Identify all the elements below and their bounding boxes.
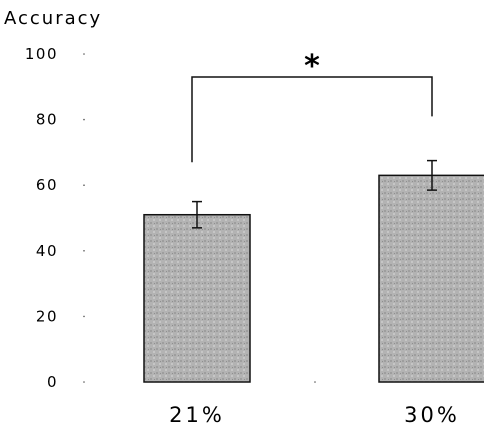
y-axis-ticks: 0 20 40 60 80 100 bbox=[25, 45, 85, 391]
x-category-label: 30% bbox=[404, 403, 460, 427]
x-category-label: 21% bbox=[169, 403, 225, 427]
y-axis-label: Accuracy bbox=[4, 8, 102, 29]
significance-label: * bbox=[304, 49, 320, 84]
x-axis-categories: 21% 30% bbox=[169, 403, 460, 427]
y-tick-label: 100 bbox=[25, 45, 58, 63]
y-tick-mark bbox=[83, 315, 85, 318]
y-tick-label: 60 bbox=[36, 176, 58, 194]
y-tick-label: 40 bbox=[36, 242, 58, 260]
y-tick-label: 20 bbox=[36, 307, 58, 325]
error-bars bbox=[192, 159, 437, 229]
significance-bracket: * bbox=[191, 49, 433, 163]
bars bbox=[143, 174, 484, 383]
y-tick-mark bbox=[83, 53, 85, 55]
y-tick-mark bbox=[83, 250, 85, 252]
y-tick-mark bbox=[83, 118, 85, 121]
bar bbox=[378, 174, 484, 383]
y-tick-label: 0 bbox=[47, 373, 58, 391]
x-axis-dot bbox=[314, 381, 316, 383]
y-tick-label: 80 bbox=[36, 111, 58, 129]
significance-line bbox=[191, 76, 433, 163]
y-tick-mark bbox=[83, 184, 85, 186]
bar bbox=[143, 213, 251, 383]
y-tick-mark bbox=[83, 381, 85, 383]
